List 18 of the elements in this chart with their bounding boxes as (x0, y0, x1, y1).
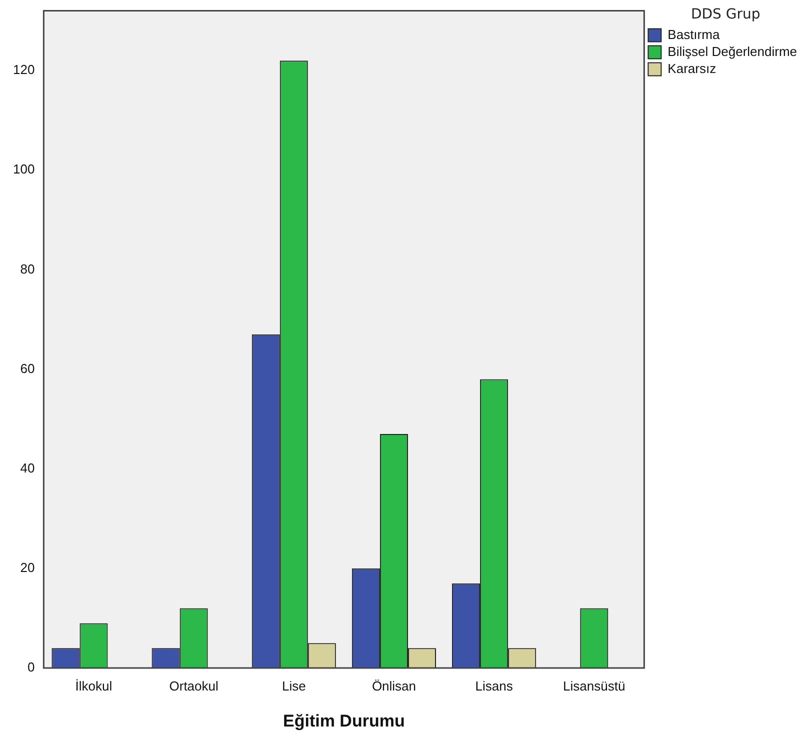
legend-label: Kararsız (668, 60, 716, 76)
x-tick-label: Lise (282, 678, 306, 694)
y-tick-label: 40 (20, 460, 35, 476)
y-tick-label: 20 (20, 560, 35, 575)
y-tick-label: 0 (27, 660, 35, 675)
y-tick-label: 80 (20, 261, 35, 276)
y-tick-label: 120 (12, 62, 35, 78)
legend-label: Bilişsel Değerlendirme (668, 44, 797, 59)
x-axis-title: Eğitim Durumu (283, 711, 405, 730)
y-tick-label: 100 (12, 162, 35, 177)
legend-title: DDS Grup (690, 6, 760, 23)
x-tick-label: Önlisan (372, 678, 416, 694)
x-tick-label: İlkokul (75, 678, 112, 694)
legend-label: Bastırma (668, 26, 720, 42)
x-tick-label: Lisansüstü (563, 678, 626, 694)
x-tick-label: Lisans (475, 678, 514, 694)
y-tick-label: 60 (20, 360, 35, 376)
x-tick-label: Ortaokul (169, 678, 218, 694)
